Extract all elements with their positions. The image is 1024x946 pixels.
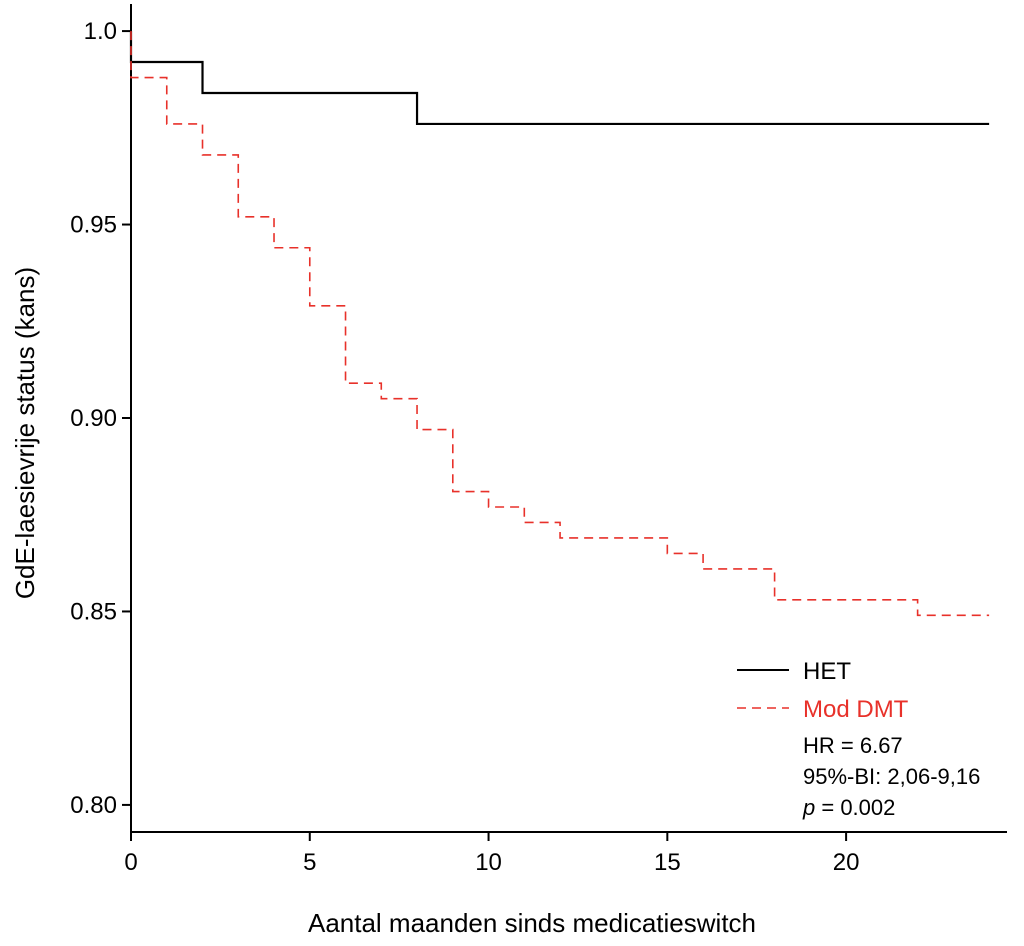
- p-symbol: p: [802, 795, 815, 820]
- x-tick-label: 20: [833, 849, 860, 876]
- p-value: = 0.002: [815, 795, 895, 820]
- legend-label-mod-dmt: Mod DMT: [803, 696, 909, 723]
- legend-label-het: HET: [803, 658, 851, 685]
- y-tick-label: 0.85: [70, 598, 117, 625]
- hr-text: HR = 6.67: [803, 733, 903, 758]
- y-tick-label: 1.0: [84, 18, 117, 45]
- x-tick-label: 0: [124, 849, 137, 876]
- x-tick-label: 10: [475, 849, 502, 876]
- series-group: [129, 31, 990, 617]
- axes: 0.80 0.85 0.90 0.95 1.0 0 5 10 15 20: [70, 4, 1007, 876]
- legend: HET Mod DMT: [737, 658, 909, 723]
- x-tick-label: 5: [303, 849, 316, 876]
- y-ticks: 0.80 0.85 0.90 0.95 1.0: [70, 18, 131, 819]
- series-line-mod-dmt: [130, 31, 990, 617]
- ci-text: 95%-BI: 2,06-9,16: [803, 764, 980, 789]
- series-line-het: [129, 31, 990, 126]
- p-value-text: p = 0.002: [802, 795, 895, 820]
- y-tick-label: 0.95: [70, 212, 117, 239]
- y-tick-label: 0.90: [70, 405, 117, 432]
- stats-annotation: HR = 6.67 95%-BI: 2,06-9,16 p = 0.002: [802, 733, 980, 820]
- x-tick-label: 15: [654, 849, 681, 876]
- x-axis-title: Aantal maanden sinds medicatieswitch: [308, 908, 756, 938]
- x-ticks: 0 5 10 15 20: [124, 832, 859, 876]
- y-axis-title: GdE-laesievrije status (kans): [10, 267, 40, 599]
- y-tick-label: 0.80: [70, 792, 117, 819]
